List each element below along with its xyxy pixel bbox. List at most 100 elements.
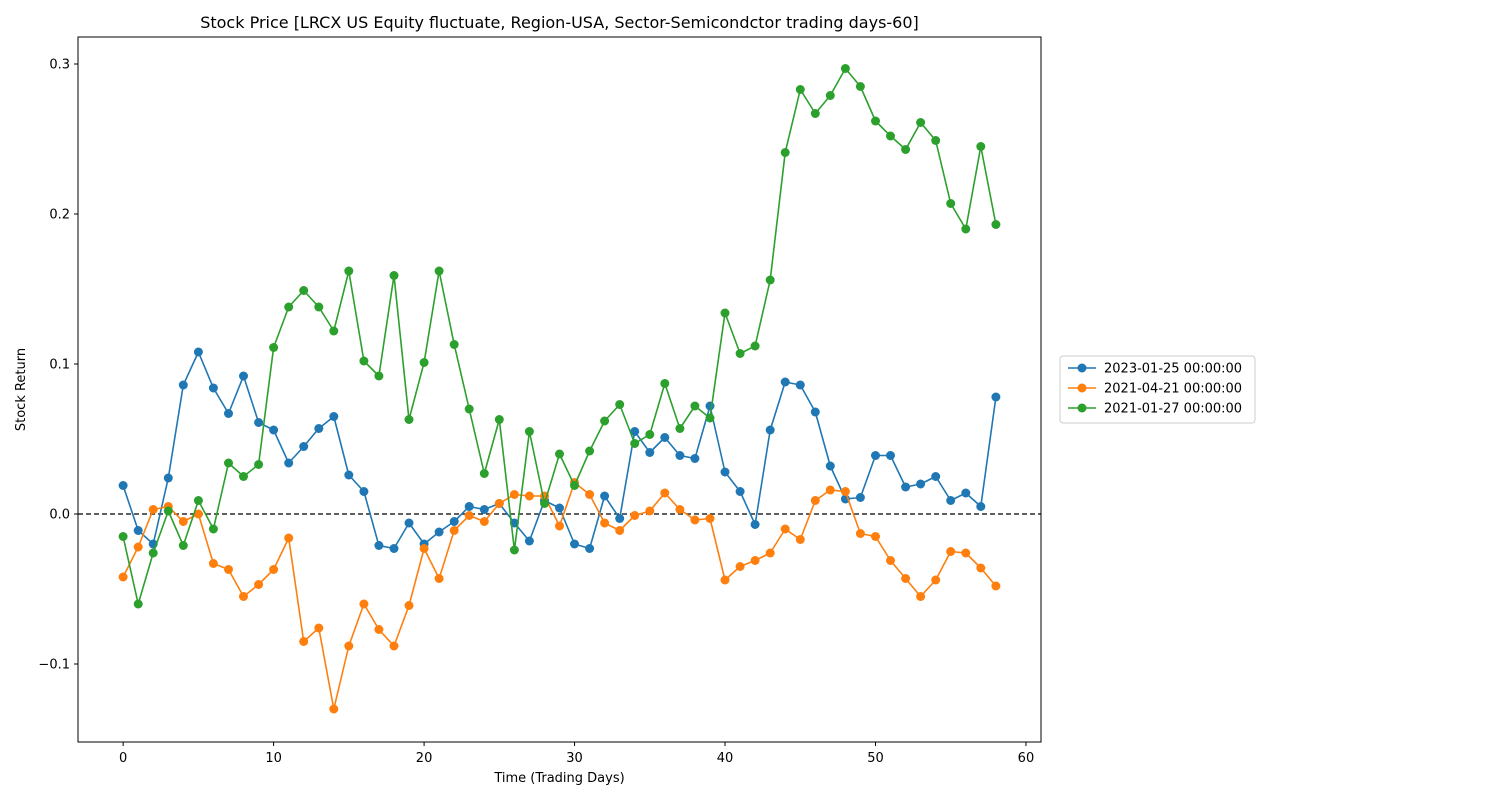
data-point bbox=[780, 377, 790, 387]
data-point bbox=[615, 400, 625, 409]
data-point bbox=[810, 496, 820, 505]
legend-marker bbox=[1077, 383, 1087, 393]
data-point bbox=[976, 563, 986, 573]
data-point bbox=[991, 392, 1001, 402]
legend-marker bbox=[1077, 403, 1087, 413]
data-point bbox=[374, 371, 384, 381]
data-point bbox=[133, 542, 143, 552]
data-point bbox=[705, 413, 715, 423]
data-point bbox=[374, 625, 384, 634]
data-point bbox=[946, 496, 956, 505]
data-point bbox=[780, 524, 790, 534]
data-point bbox=[329, 412, 339, 421]
data-point bbox=[810, 407, 820, 417]
y-axis-label: Stock Return bbox=[14, 348, 29, 431]
data-point bbox=[494, 415, 504, 424]
data-point bbox=[946, 547, 956, 556]
series-1 bbox=[118, 347, 1001, 553]
data-point bbox=[780, 148, 790, 157]
series-3 bbox=[118, 64, 1001, 609]
legend-item: 2021-04-21 00:00:00 bbox=[1068, 382, 1242, 397]
data-point bbox=[118, 572, 128, 582]
data-point bbox=[118, 532, 128, 541]
data-point bbox=[871, 116, 880, 126]
data-point bbox=[404, 601, 414, 610]
x-axis-label: Time (Trading Days) bbox=[493, 771, 624, 786]
data-point bbox=[795, 380, 805, 390]
data-point bbox=[765, 425, 775, 435]
data-point bbox=[750, 520, 760, 529]
data-point bbox=[434, 527, 444, 537]
data-point bbox=[825, 91, 835, 100]
data-point bbox=[404, 415, 414, 424]
legend-label: 2023-01-25 00:00:00 bbox=[1104, 362, 1242, 377]
data-point bbox=[961, 488, 971, 498]
data-point bbox=[449, 517, 459, 526]
data-point bbox=[269, 565, 279, 574]
data-point bbox=[434, 574, 444, 583]
data-point bbox=[555, 449, 564, 459]
data-point bbox=[570, 481, 579, 490]
x-tick-label: 50 bbox=[867, 751, 884, 766]
data-point bbox=[509, 545, 519, 555]
data-point bbox=[254, 418, 264, 427]
data-point bbox=[479, 517, 489, 526]
data-point bbox=[690, 515, 700, 525]
data-point bbox=[690, 454, 700, 463]
data-point bbox=[961, 224, 971, 234]
data-point bbox=[359, 487, 369, 496]
data-point bbox=[585, 544, 595, 553]
data-point bbox=[133, 599, 143, 609]
data-point bbox=[284, 458, 294, 468]
plot-area-frame bbox=[77, 36, 1042, 743]
data-point bbox=[555, 521, 564, 531]
series-line bbox=[122, 481, 997, 710]
data-point bbox=[976, 502, 986, 511]
data-point bbox=[931, 575, 941, 585]
data-point bbox=[314, 424, 324, 433]
data-point bbox=[675, 505, 685, 514]
data-point bbox=[178, 380, 188, 390]
data-point bbox=[735, 562, 745, 571]
data-point bbox=[193, 509, 203, 519]
data-point bbox=[479, 469, 489, 478]
data-point bbox=[178, 517, 188, 526]
x-tick-label: 10 bbox=[265, 751, 282, 766]
data-point bbox=[901, 482, 911, 492]
data-point bbox=[359, 356, 369, 366]
data-point bbox=[224, 565, 233, 574]
data-point bbox=[540, 499, 549, 508]
data-point bbox=[600, 491, 610, 501]
data-point bbox=[901, 145, 911, 154]
data-point bbox=[901, 574, 911, 583]
data-point bbox=[855, 493, 865, 502]
data-point bbox=[509, 490, 519, 499]
data-point bbox=[344, 470, 354, 480]
x-tick-label: 60 bbox=[1018, 751, 1035, 766]
data-point bbox=[615, 514, 625, 523]
chart-title: Stock Price [LRCX US Equity fluctuate, R… bbox=[200, 13, 919, 32]
x-tick-label: 40 bbox=[717, 751, 734, 766]
data-point bbox=[855, 529, 865, 538]
data-point bbox=[239, 371, 248, 381]
data-point bbox=[871, 532, 880, 541]
data-point bbox=[916, 479, 926, 489]
data-point bbox=[630, 511, 640, 520]
data-point bbox=[976, 142, 986, 151]
data-point bbox=[871, 451, 880, 460]
data-point bbox=[675, 451, 685, 460]
data-point bbox=[524, 427, 534, 436]
data-point bbox=[299, 442, 309, 451]
data-point bbox=[705, 401, 715, 411]
x-tick-label: 20 bbox=[416, 751, 433, 766]
data-point bbox=[404, 518, 414, 528]
legend-marker bbox=[1077, 363, 1087, 373]
data-point bbox=[193, 347, 203, 357]
data-point bbox=[208, 559, 218, 568]
legend-item: 2023-01-25 00:00:00 bbox=[1068, 362, 1242, 377]
data-point bbox=[329, 704, 339, 714]
data-point bbox=[449, 526, 459, 535]
data-point bbox=[329, 326, 339, 336]
data-point bbox=[825, 485, 835, 495]
data-point bbox=[524, 491, 534, 501]
